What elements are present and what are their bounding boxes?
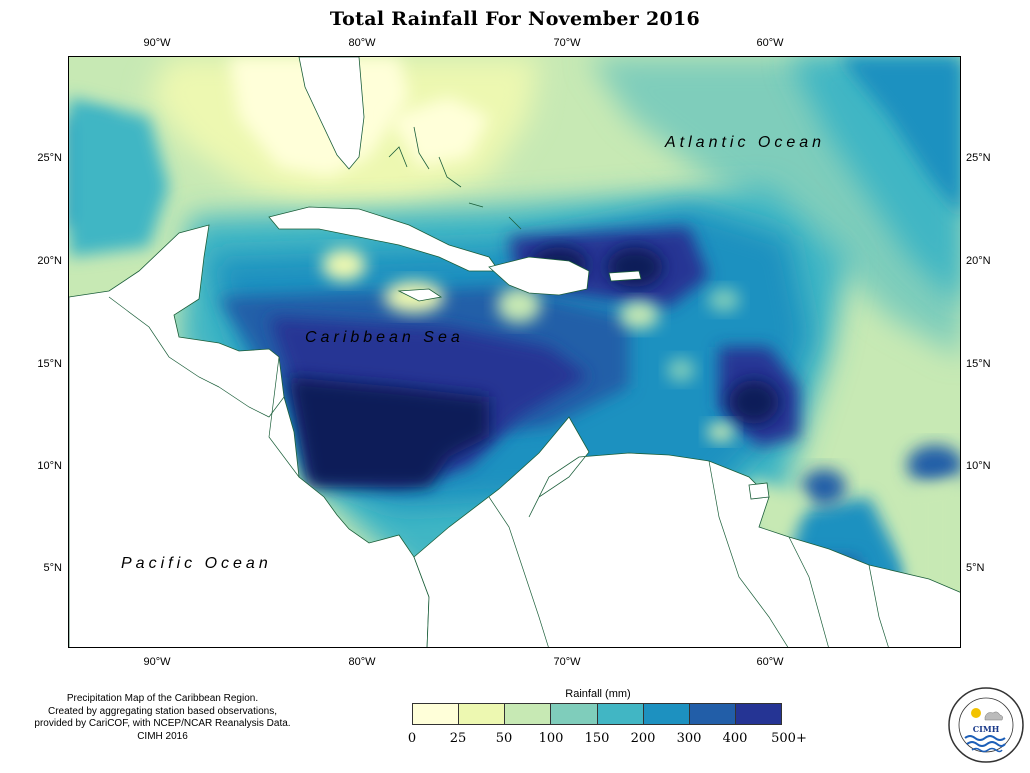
sun-icon — [971, 708, 981, 718]
credit-line-2: Created by aggregating station based obs… — [47, 705, 278, 717]
legend-swatch-150-200 — [597, 704, 644, 724]
country-borders — [108, 296, 889, 647]
land-central-america — [69, 224, 430, 647]
legend-label-25: 25 — [449, 731, 467, 746]
legend-swatch-400-500 — [735, 704, 781, 724]
top-tick-90w: 90°W — [143, 37, 171, 49]
land-puerto-rico — [608, 270, 642, 282]
left-tick-25n: 25°N — [37, 152, 62, 164]
legend-label-300: 300 — [676, 731, 702, 746]
land-cuba — [268, 206, 500, 272]
label-pacific-ocean: Pacific Ocean — [121, 555, 272, 572]
credit-line-4: CIMH 2016 — [137, 730, 188, 742]
credit-line-3: provided by CariCOF, with NCEP/NCAR Rean… — [34, 718, 291, 729]
bahamas-islands — [388, 126, 522, 230]
map-credit: Precipitation Map of the Caribbean Regio… — [30, 693, 295, 743]
legend-label-400: 400 — [722, 731, 748, 746]
land-hispaniola — [488, 256, 590, 296]
top-tick-70w: 70°W — [553, 37, 581, 49]
top-tick-60w: 60°W — [756, 37, 784, 49]
legend-labels: 0 25 50 100 150 200 300 400 500+ — [408, 731, 812, 749]
label-atlantic-ocean: Atlantic Ocean — [664, 134, 825, 151]
right-tick-20n: 20°N — [966, 255, 991, 267]
land-south-america — [413, 416, 960, 647]
legend-label-150: 150 — [584, 731, 610, 746]
left-tick-15n: 15°N — [37, 358, 62, 370]
legend-colorbar — [412, 703, 782, 725]
legend-label-500plus: 500+ — [771, 731, 807, 746]
legend-swatch-0-25 — [413, 704, 460, 724]
rainfall-map[interactable]: Atlantic Ocean Caribbean Sea Pacific Oce… — [68, 56, 961, 648]
left-tick-10n: 10°N — [37, 460, 62, 472]
legend-swatch-300-400 — [689, 704, 736, 724]
wave-icon — [964, 735, 1006, 741]
land-florida — [298, 57, 365, 170]
right-tick-5n: 5°N — [966, 562, 985, 574]
legend-swatch-25-50 — [459, 704, 506, 724]
label-caribbean-sea: Caribbean Sea — [305, 329, 464, 346]
right-tick-25n: 25°N — [966, 152, 991, 164]
cloud-icon — [984, 711, 1003, 721]
bottom-tick-80w: 80°W — [348, 656, 376, 668]
right-tick-10n: 10°N — [966, 460, 991, 472]
logo-text: CIMH — [973, 724, 1000, 734]
map-title: Total Rainfall For November 2016 — [329, 8, 701, 30]
land-trinidad — [748, 482, 770, 500]
legend-label-100: 100 — [538, 731, 564, 746]
legend-title: Rainfall (mm) — [565, 688, 631, 700]
legend-swatch-200-300 — [643, 704, 690, 724]
bottom-tick-60w: 60°W — [756, 656, 784, 668]
bottom-tick-90w: 90°W — [143, 656, 171, 668]
legend-label-200: 200 — [630, 731, 656, 746]
land-jamaica — [397, 288, 443, 302]
legend-swatch-100-150 — [551, 704, 598, 724]
legend-label-0: 0 — [407, 731, 417, 746]
legend-label-50: 50 — [495, 731, 513, 746]
left-tick-5n: 5°N — [43, 562, 62, 574]
rainfall-field — [69, 57, 960, 637]
legend-swatch-50-100 — [505, 704, 552, 724]
cimh-logo-icon: CIMH — [947, 686, 1025, 764]
bottom-tick-70w: 70°W — [553, 656, 581, 668]
right-tick-15n: 15°N — [966, 358, 991, 370]
top-tick-80w: 80°W — [348, 37, 376, 49]
credit-line-1: Precipitation Map of the Caribbean Regio… — [66, 693, 259, 704]
land-masses — [69, 57, 960, 647]
left-tick-20n: 20°N — [37, 255, 62, 267]
